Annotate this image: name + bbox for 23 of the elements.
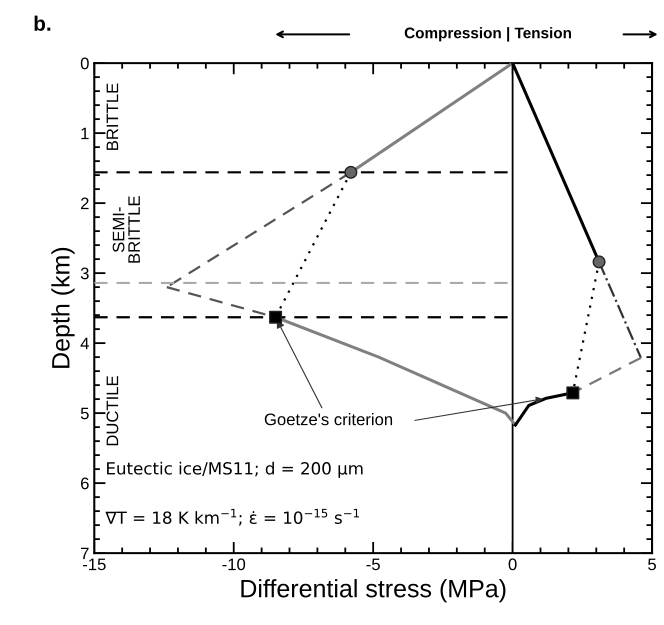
chart-subtitle: Compression | Tension (404, 27, 572, 42)
y-tick-label: 7 (81, 548, 89, 560)
x-tick-label: 0 (508, 558, 517, 570)
x-tick-label: -10 (222, 558, 246, 570)
annotation: DUCTILE (106, 376, 118, 446)
x-tick-label: 5 (648, 558, 656, 570)
y-tick-label: 3 (80, 268, 89, 280)
x-tick-label: -15 (82, 558, 106, 570)
annotation: Goetze's criterion (264, 413, 392, 426)
y-tick-label: 1 (81, 128, 89, 140)
y-tick-label: 5 (80, 408, 89, 420)
y-tick-label: 2 (80, 198, 89, 210)
annotation: SEMI- BRITTLE (112, 196, 140, 263)
x-axis-title: Differential stress (MPa) (241, 579, 506, 602)
chart-title: b. (34, 16, 50, 31)
x-tick-label: -5 (366, 558, 380, 570)
annotation: BRITTLE (106, 83, 118, 150)
y-tick-label: 4 (80, 338, 89, 350)
annotation: Eutectic ice/MS11; d = 200 μm (107, 462, 363, 478)
y-tick-label: 6 (81, 478, 89, 490)
annotation: ∇T = 18 K km$^{−1}$; ε̇ = 10$^{−15}$ s$^{−1}$ (105, 508, 359, 526)
y-tick-label: 0 (80, 58, 89, 70)
y-axis-title: Depth (km) (51, 248, 75, 368)
